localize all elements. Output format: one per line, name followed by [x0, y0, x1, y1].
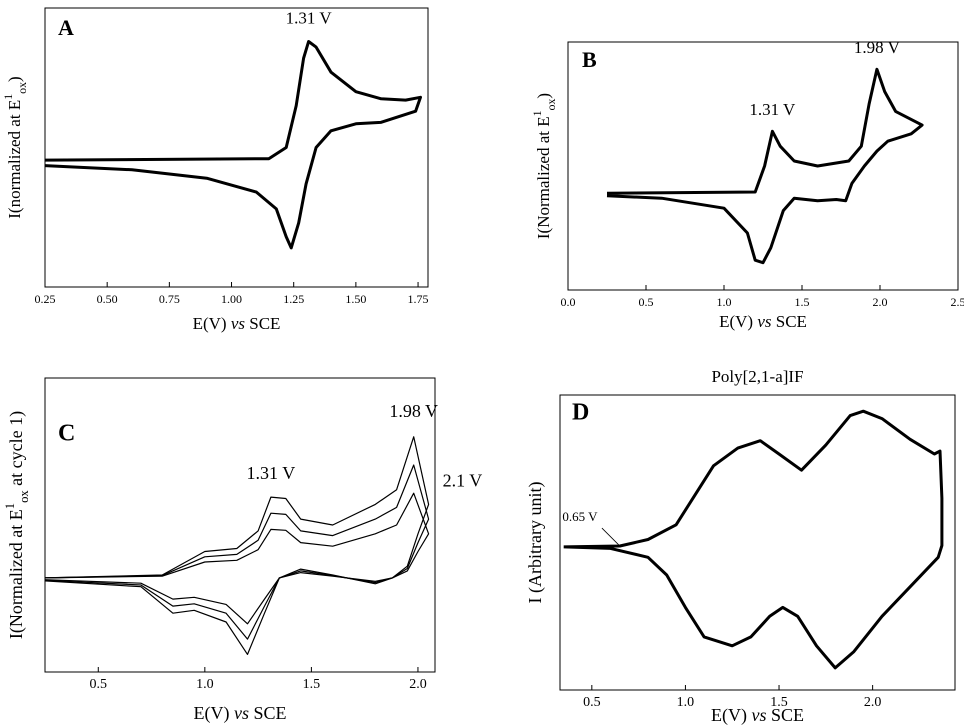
x-axis-label-part: E(V)	[719, 312, 757, 331]
y-axis-label-part: ox	[15, 82, 29, 94]
x-tick-label: 1.00	[221, 292, 242, 306]
x-axis-label-part: vs	[234, 703, 249, 723]
y-axis-label-part: at cycle 1)	[6, 411, 27, 490]
annotation: 1.31 V	[286, 8, 333, 27]
x-axis-label-part: E(V)	[711, 705, 751, 726]
x-axis-label: E(V) vs SCE	[194, 703, 287, 724]
x-tick-label: 1.50	[345, 292, 366, 306]
x-tick-label: 0.50	[97, 292, 118, 306]
x-axis-label-part: vs	[751, 705, 766, 725]
y-axis-label-part: )	[5, 76, 24, 82]
annotation: 1.31 V	[749, 100, 796, 119]
x-tick-label: 0.75	[159, 292, 180, 306]
annotation: 2.1 V	[443, 471, 483, 491]
y-axis-label-part: 1	[530, 110, 544, 116]
annotation-leader	[601, 527, 621, 547]
x-axis-label-part: SCE	[249, 703, 287, 723]
x-tick-label: 2.0	[873, 295, 888, 309]
cv-curve	[44, 464, 430, 640]
y-axis-label-part: ox	[17, 490, 31, 503]
cv-curve	[563, 409, 944, 670]
y-axis-label: I(Normalized at E1ox at cycle 1)	[3, 411, 31, 639]
x-tick-label: 1.5	[303, 677, 321, 692]
x-tick-label: 0.5	[583, 695, 601, 710]
x-tick-label: 1.25	[283, 292, 304, 306]
x-axis-label-part: E(V)	[193, 314, 231, 333]
x-tick-label: 2.0	[409, 677, 427, 692]
cv-curve	[44, 492, 430, 625]
cv-curve	[606, 67, 924, 265]
x-tick-label: 1.0	[717, 295, 732, 309]
x-axis-label: E(V) vs SCE	[711, 705, 804, 726]
x-axis-label-part: SCE	[771, 312, 806, 331]
annotation: 0.65 V	[562, 509, 598, 524]
y-axis-label-part: I(Normalized at E	[534, 116, 553, 239]
x-axis-label: E(V) vs SCE	[719, 312, 807, 331]
x-axis-label-part: SCE	[766, 705, 804, 725]
cv-curve	[44, 40, 422, 250]
x-tick-label: 1.0	[196, 677, 214, 692]
panel-label: C	[58, 421, 75, 447]
x-tick-label: 0.5	[90, 677, 108, 692]
y-axis-label-part: I(normalized at E	[5, 100, 24, 219]
y-axis-label-part: ox	[544, 99, 558, 111]
x-axis-label-part: SCE	[245, 314, 280, 333]
x-tick-label: 1.5	[770, 695, 788, 710]
annotation: 1.31 V	[247, 463, 296, 483]
panel-label: A	[58, 15, 74, 40]
y-axis-label-part: 1	[3, 503, 17, 509]
x-axis-label-part: E(V)	[194, 703, 234, 724]
x-tick-label: 2.0	[864, 695, 882, 710]
y-axis-label-part: I (Arbitrary unit)	[525, 482, 546, 604]
cv-curve	[44, 436, 430, 655]
panel-label: B	[582, 47, 597, 72]
x-tick-label: 2.5	[951, 295, 964, 309]
plot-frame	[44, 7, 429, 288]
y-axis-label: I(normalized at E1ox)	[1, 76, 29, 218]
y-axis-label-part: )	[534, 93, 553, 99]
y-axis-label: I (Arbitrary unit)	[525, 482, 546, 604]
y-axis-label-part: I(Normalized at E	[6, 509, 27, 639]
x-tick-label: 1.5	[795, 295, 810, 309]
annotation: 1.98 V	[389, 401, 438, 421]
plot-frame	[559, 394, 956, 691]
x-tick-label: 0.0	[561, 295, 576, 309]
plot-frame	[44, 377, 436, 673]
chart-title: Poly[2,1-a]IF	[711, 367, 803, 386]
x-tick-label: 0.25	[35, 292, 56, 306]
x-tick-label: 0.5	[639, 295, 654, 309]
y-axis-label: I(Normalized at E1ox)	[530, 93, 558, 239]
plot-frame	[567, 41, 959, 291]
annotation: 1.98 V	[854, 38, 901, 57]
x-axis-label: E(V) vs SCE	[193, 314, 281, 333]
y-axis-label-part: 1	[1, 94, 15, 100]
x-axis-label-part: vs	[757, 312, 772, 331]
x-tick-label: 1.75	[408, 292, 429, 306]
x-tick-label: 1.0	[677, 695, 695, 710]
x-axis-label-part: vs	[231, 314, 246, 333]
panel-label: D	[572, 400, 589, 426]
